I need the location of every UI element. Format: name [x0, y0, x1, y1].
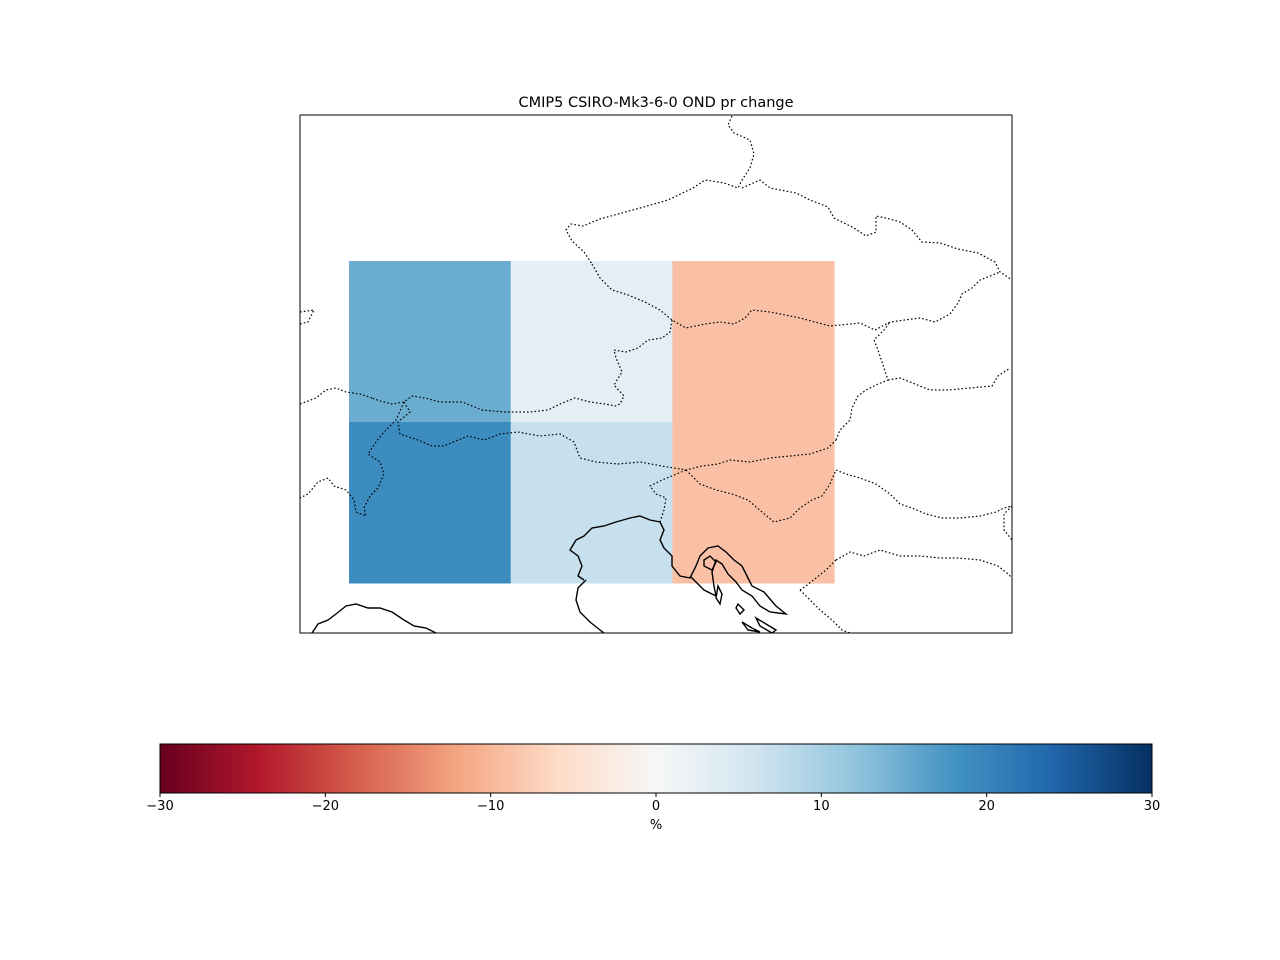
border-austria-italy — [397, 401, 837, 471]
colorbar-tick-label: −30 — [146, 799, 173, 814]
map-frame — [299, 114, 1013, 634]
coast-island-3 — [754, 616, 778, 633]
coast-adriatic-north — [575, 515, 789, 616]
border-hungary-croatia — [835, 469, 1012, 519]
coast-venice — [569, 539, 585, 581]
border-swiss-italy — [300, 401, 405, 517]
grid-cell-r0-c1 — [510, 261, 673, 423]
colorbar-gradient — [159, 743, 1153, 794]
colorbar-tick-label: −10 — [477, 799, 504, 814]
colorbar-tick-label: 20 — [978, 799, 995, 814]
colorbar-tick-label: 30 — [1144, 799, 1161, 814]
border-czechia-austria — [591, 263, 1001, 331]
colorbar-tick-label: −20 — [312, 799, 339, 814]
grid-cell-r1-c0 — [349, 422, 512, 584]
border-slovenia-croatia — [685, 469, 837, 523]
colorbar-tick-label: 10 — [813, 799, 830, 814]
map-lines — [300, 115, 1012, 633]
border-germany-czechia — [565, 115, 755, 265]
border-east-edge — [1003, 505, 1012, 541]
border-germany-austria — [371, 319, 673, 413]
border-croatia-bosnia — [799, 589, 851, 633]
coast-ligurian — [311, 603, 437, 633]
coast-krk-island — [703, 555, 717, 571]
border-west-fragment — [300, 309, 316, 325]
coast-cres-island — [715, 583, 723, 606]
colorbar-tick-label: 0 — [652, 799, 660, 814]
border-hungary-slovakia — [887, 367, 1011, 391]
map-panel — [299, 114, 1013, 634]
colorbar-label: % — [650, 818, 662, 833]
border-swiss-north — [300, 387, 373, 405]
data-grid — [349, 261, 835, 584]
grid-cell-r1-c2 — [672, 422, 835, 584]
grid-cell-r0-c0 — [349, 261, 512, 423]
grid-cell-r1-c1 — [510, 422, 673, 584]
colorbar: −30 −20 −10 0 10 20 30 % — [146, 743, 1160, 833]
coast-italy-east — [575, 579, 605, 633]
coast-island-1 — [735, 602, 745, 616]
grid-cell-r0-c2 — [672, 261, 835, 423]
coast-island-2 — [741, 621, 761, 633]
colorbar-ticks: −30 −20 −10 0 10 20 30 — [146, 793, 1160, 814]
map-title: CMIP5 CSIRO-Mk3-6-0 OND pr change — [518, 95, 793, 111]
border-croatia-west — [799, 559, 837, 591]
